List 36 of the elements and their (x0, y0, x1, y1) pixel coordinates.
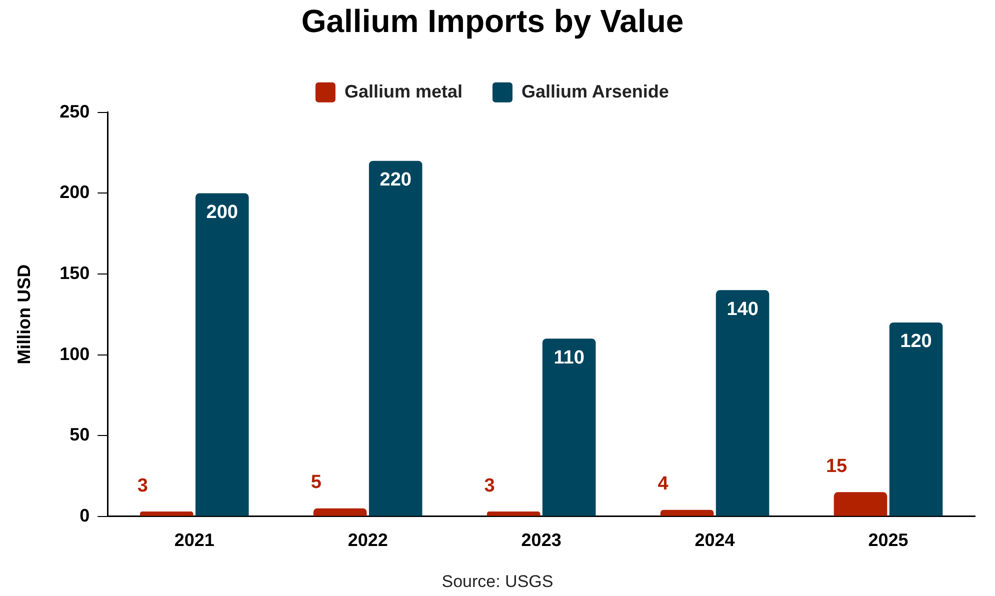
x-tick-label: 2024 (694, 530, 735, 550)
y-tick-label: 150 (60, 262, 90, 283)
bar (660, 510, 714, 516)
chart-title: Gallium Imports by Value (301, 3, 684, 40)
source-note: Source: USGS (440, 572, 554, 592)
y-tick-label: 50 (70, 424, 90, 445)
bar (140, 512, 194, 516)
bar (834, 492, 888, 516)
x-tick-label: 2022 (348, 530, 388, 550)
data-label: 3 (137, 475, 148, 496)
y-tick-label: 0 (80, 505, 90, 526)
bar (486, 512, 540, 516)
bar (542, 338, 596, 516)
data-label: 200 (206, 202, 238, 223)
data-label: 5 (310, 472, 322, 494)
data-label: 3 (484, 475, 495, 496)
bar (716, 290, 770, 516)
bar (195, 193, 249, 516)
data-label: 120 (900, 331, 932, 352)
data-label: 15 (826, 456, 848, 477)
x-tick-label: 2023 (521, 530, 562, 550)
legend-label: Gallium Arsenide (521, 81, 669, 102)
x-tick-label: 2025 (868, 530, 908, 550)
y-tick-label: 100 (60, 344, 90, 364)
data-label: 220 (380, 170, 412, 191)
y-axis-title: Million USD (14, 264, 34, 364)
data-label: 140 (726, 298, 758, 320)
bar (889, 322, 943, 516)
data-label: 110 (554, 347, 584, 368)
data-label: 4 (658, 474, 669, 495)
bar (313, 508, 367, 516)
x-tick-label: 2021 (174, 530, 214, 550)
y-tick-label: 200 (60, 182, 90, 202)
legend-label: Gallium metal (344, 81, 463, 102)
bar (368, 160, 422, 516)
y-tick-label: 250 (60, 101, 90, 122)
